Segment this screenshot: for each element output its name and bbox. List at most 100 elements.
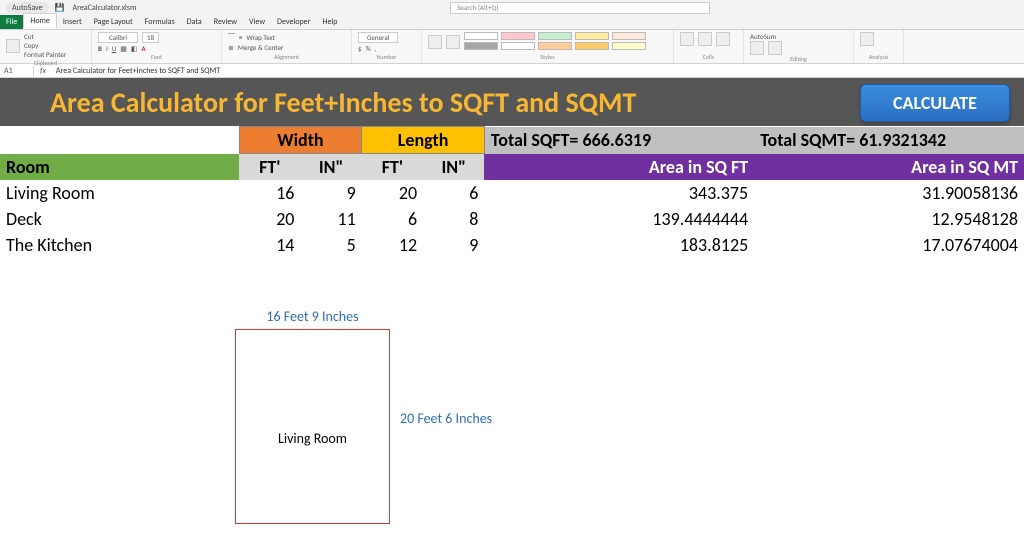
- fx-icon[interactable]: fx: [34, 66, 52, 76]
- length-in-cell[interactable]: 9: [423, 232, 484, 258]
- format-painter-button[interactable]: Format Painter: [24, 50, 66, 59]
- room-cell[interactable]: The Kitchen: [0, 232, 239, 258]
- titlebar: AutoSave 💾 AreaCalculator.xlsm Search (A…: [0, 0, 1024, 16]
- group-label: Alignment: [228, 53, 345, 61]
- bold-button[interactable]: B: [98, 44, 102, 53]
- width-in-cell[interactable]: 5: [300, 232, 361, 258]
- format-as-table-button[interactable]: [446, 35, 460, 49]
- name-box[interactable]: A1: [0, 66, 34, 76]
- border-button[interactable]: ▦: [120, 44, 127, 53]
- fill-color-button[interactable]: ◧: [131, 44, 138, 53]
- table-row[interactable]: Deck201168139.444444412.9548128: [0, 206, 1024, 232]
- tab-review[interactable]: Review: [208, 15, 243, 29]
- area-table: Width Length Total SQFT= 666.6319 Total …: [0, 126, 1024, 258]
- underline-button[interactable]: U: [112, 44, 117, 53]
- length-ft-cell[interactable]: 6: [362, 206, 423, 232]
- align-mid-button[interactable]: ≡: [239, 33, 243, 42]
- tab-view[interactable]: View: [243, 15, 271, 29]
- diagram-width-label: 16 Feet 9 Inches: [235, 308, 390, 325]
- font-color-button[interactable]: A: [141, 44, 145, 53]
- width-ft-cell[interactable]: 14: [239, 232, 300, 258]
- room-cell[interactable]: Living Room: [0, 180, 239, 206]
- style-neutral[interactable]: [575, 32, 609, 40]
- ribbon-font: Calibri 18 B I U ▦ ◧ A Font: [92, 30, 222, 63]
- worksheet: Area Calculator for Feet+Inches to SQFT …: [0, 78, 1024, 258]
- header-row-2: Room FT' IN" FT' IN" Area in SQ FT Area …: [0, 154, 1024, 181]
- tab-file[interactable]: File: [0, 15, 23, 29]
- number-format-select[interactable]: General: [358, 32, 398, 43]
- total-sqft-label: Total SQFT=: [491, 129, 583, 151]
- length-in-cell[interactable]: 8: [423, 206, 484, 232]
- merge-center-button[interactable]: Merge & Center: [238, 43, 284, 52]
- room-cell[interactable]: Deck: [0, 206, 239, 232]
- style-normal[interactable]: [464, 32, 498, 40]
- tab-insert[interactable]: Insert: [57, 15, 88, 29]
- tab-help[interactable]: Help: [316, 15, 343, 29]
- comma-button[interactable]: ,: [375, 44, 377, 53]
- delete-cells-button[interactable]: [698, 32, 712, 46]
- analyze-data-button[interactable]: [860, 32, 874, 46]
- wrap-text-button[interactable]: Wrap Text: [247, 33, 276, 42]
- table-row[interactable]: Living Room169206343.37531.90058136: [0, 180, 1024, 206]
- style-good[interactable]: [538, 32, 572, 40]
- align-top-button[interactable]: ⎺: [228, 32, 235, 42]
- length-ft-cell[interactable]: 12: [362, 232, 423, 258]
- group-label: Editing: [750, 55, 847, 63]
- tab-data[interactable]: Data: [181, 15, 208, 29]
- align-left-button[interactable]: ≣: [228, 43, 234, 52]
- autosum-button[interactable]: AutoSum: [750, 32, 776, 41]
- percent-button[interactable]: %: [366, 44, 371, 53]
- width-in-cell[interactable]: 11: [300, 206, 361, 232]
- tab-developer[interactable]: Developer: [271, 15, 316, 29]
- ribbon-number: General $ % , Number: [352, 30, 422, 63]
- style-bad[interactable]: [501, 32, 535, 40]
- italic-button[interactable]: I: [106, 44, 108, 53]
- insert-cells-button[interactable]: [680, 32, 694, 46]
- copy-button[interactable]: Copy: [24, 41, 66, 50]
- ribbon: Cut Copy Format Painter Clipboard Calibr…: [0, 30, 1024, 64]
- width-in-header: IN": [300, 154, 361, 181]
- tab-home[interactable]: Home: [23, 13, 57, 29]
- table-row[interactable]: The Kitchen145129183.812517.07674004: [0, 232, 1024, 258]
- width-ft-cell[interactable]: 16: [239, 180, 300, 206]
- length-in-cell[interactable]: 6: [423, 180, 484, 206]
- find-select-button[interactable]: [768, 41, 782, 55]
- width-header: Width: [239, 127, 362, 154]
- currency-button[interactable]: $: [358, 44, 362, 53]
- diagram-box: 20 Feet 6 Inches Living Room: [235, 329, 390, 524]
- style-note[interactable]: [612, 42, 646, 50]
- total-sqmt-value: 61.9321342: [859, 129, 946, 151]
- formula-input[interactable]: Area Calculator for Feet+Inches to SQFT …: [52, 66, 1024, 76]
- calculate-button[interactable]: CALCULATE: [860, 84, 1010, 122]
- cell-styles-gallery[interactable]: [464, 32, 648, 51]
- tab-formulas[interactable]: Formulas: [139, 15, 181, 29]
- style-input[interactable]: [538, 42, 572, 50]
- header-row-1: Width Length Total SQFT= 666.6319 Total …: [0, 127, 1024, 154]
- font-size-select[interactable]: 18: [142, 32, 159, 43]
- style-checkcell[interactable]: [464, 42, 498, 50]
- formula-bar: A1 fx Area Calculator for Feet+Inches to…: [0, 64, 1024, 78]
- style-explanatory[interactable]: [501, 42, 535, 50]
- ribbon-styles: Styles: [422, 30, 674, 63]
- total-sqft-value: 666.6319: [582, 129, 651, 151]
- cut-button[interactable]: Cut: [24, 32, 66, 41]
- room-header: Room: [0, 154, 239, 181]
- width-in-cell[interactable]: 9: [300, 180, 361, 206]
- style-linkedcell[interactable]: [575, 42, 609, 50]
- format-cells-button[interactable]: [716, 32, 730, 46]
- width-ft-header: FT': [239, 154, 300, 181]
- tab-pagelayout[interactable]: Page Layout: [88, 15, 139, 29]
- save-icon[interactable]: 💾: [55, 3, 65, 13]
- sort-filter-button[interactable]: [750, 41, 764, 55]
- blank-cell: [0, 127, 239, 154]
- paste-icon[interactable]: [6, 39, 20, 53]
- conditional-formatting-button[interactable]: [428, 35, 442, 49]
- search-input[interactable]: Search (Alt+Q): [450, 2, 710, 14]
- style-calculation[interactable]: [612, 32, 646, 40]
- ribbon-editing: AutoSum Editing: [744, 30, 854, 63]
- width-ft-cell[interactable]: 20: [239, 206, 300, 232]
- length-ft-cell[interactable]: 20: [362, 180, 423, 206]
- sqft-cell: 139.4444444: [484, 206, 754, 232]
- font-name-select[interactable]: Calibri: [98, 32, 138, 43]
- diagram-height-label: 20 Feet 6 Inches: [400, 410, 492, 427]
